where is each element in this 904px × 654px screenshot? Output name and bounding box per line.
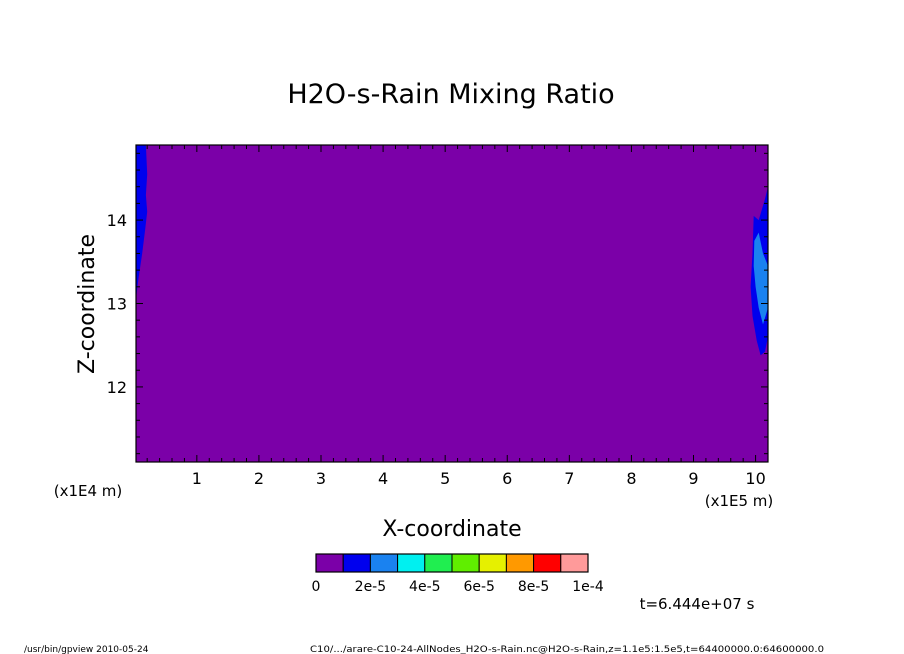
chart-title: H2O-s-Rain Mixing Ratio <box>287 79 614 110</box>
colorbar-swatch <box>478 553 507 573</box>
x-tick-label: 8 <box>626 469 636 488</box>
colorbar-frame <box>315 553 589 573</box>
colorbar-swatch <box>315 553 344 573</box>
x-units-label: (x1E5 m) <box>705 492 774 510</box>
x-tick-label: 6 <box>502 469 512 488</box>
y-axis-label: Z-coordinate <box>75 234 100 374</box>
contour-region-1 <box>136 145 148 300</box>
colorbar-tick-label: 6e-5 <box>463 579 494 595</box>
colorbar-tick-label: 4e-5 <box>409 579 440 595</box>
contour-region-3 <box>753 232 768 325</box>
time-label: t=6.444e+07 s <box>640 595 755 613</box>
heatmap-background <box>136 145 768 462</box>
colorbar-swatch <box>424 553 453 573</box>
x-tick-label: 3 <box>316 469 326 488</box>
x-tick-label: 5 <box>440 469 450 488</box>
footer-left: /usr/bin/gpview 2010-05-24 <box>24 645 149 654</box>
x-tick-label: 7 <box>564 469 574 488</box>
colorbar-swatch <box>397 553 426 573</box>
x-axis-label: X-coordinate <box>382 517 521 542</box>
colorbar: 0 2e-5 4e-5 6e-5 8e-5 1e-4 <box>312 553 604 595</box>
y-tick-label: 12 <box>107 378 127 397</box>
x-tick-label: 4 <box>378 469 388 488</box>
x-tick-label: 1 <box>192 469 202 488</box>
colorbar-swatch <box>560 553 589 573</box>
y-tick-label: 13 <box>107 295 127 314</box>
y-units-label: (x1E4 m) <box>54 482 123 500</box>
x-tick-label: 10 <box>745 469 765 488</box>
colorbar-swatch <box>505 553 535 573</box>
y-tick-label: 14 <box>107 211 127 230</box>
x-tick-label: 9 <box>688 469 698 488</box>
colorbar-tick-label: 1e-4 <box>572 579 604 595</box>
x-tick-label: 2 <box>254 469 264 488</box>
colorbar-tick-label: 8e-5 <box>518 579 549 595</box>
colorbar-tick-label: 0 <box>312 579 321 595</box>
colorbar-swatch <box>451 553 480 573</box>
colorbar-swatch <box>369 553 399 573</box>
colorbar-swatch <box>342 553 371 573</box>
colorbar-tick-label: 2e-5 <box>355 579 386 595</box>
colorbar-swatch <box>533 553 562 573</box>
footer-right: C10/.../arare-C10-24-AllNodes_H2O-s-Rain… <box>310 645 824 654</box>
